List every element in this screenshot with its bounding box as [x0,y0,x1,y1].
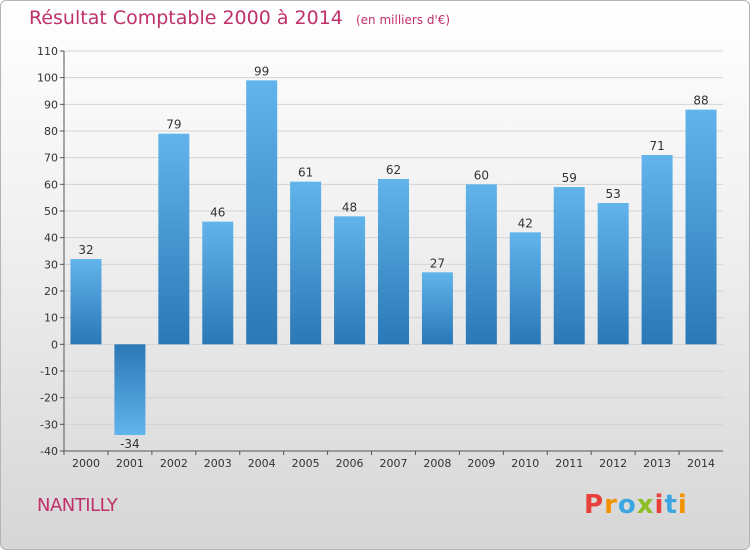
data-label: 53 [606,187,621,201]
data-label: 46 [210,206,225,220]
bar [685,109,717,345]
x-tick-label: 2006 [336,457,364,470]
y-tick-label: 90 [44,98,58,111]
y-tick-label: 100 [37,72,58,85]
x-tick-label: 2005 [292,457,320,470]
data-label: 60 [474,168,489,182]
y-tick-label: -20 [40,392,58,405]
y-tick-label: 60 [44,178,58,191]
y-tick-label: 10 [44,312,58,325]
y-tick-label: -40 [40,445,58,458]
x-tick-label: 2002 [160,457,188,470]
bar [334,216,366,345]
data-label: 99 [254,64,269,78]
data-label: 61 [298,166,313,180]
y-tick-label: 30 [44,258,58,271]
x-tick-label: 2001 [116,457,144,470]
bar [70,259,102,345]
x-tick-label: 2012 [599,457,627,470]
town-name: NANTILLY [37,495,118,516]
y-tick-label: 50 [44,205,58,218]
x-tick-label: 2004 [248,457,276,470]
chart-title-text: Résultat Comptable 2000 à 2014 [29,7,343,29]
y-tick-label: 20 [44,285,58,298]
x-tick-label: 2008 [423,457,451,470]
y-tick-label: 80 [44,125,58,138]
data-label: 59 [562,171,577,185]
logo-letter: o [617,490,637,520]
y-tick-label: 40 [44,232,58,245]
data-label: -34 [120,437,140,451]
bar [641,155,673,345]
logo-letter: r [604,490,618,520]
y-tick-label: 110 [37,45,58,58]
data-label: 79 [166,118,181,132]
bar [202,221,234,345]
logo-letter: x [636,490,655,520]
data-label: 62 [386,163,401,177]
x-tick-label: 2014 [687,457,715,470]
logo-letter: i [677,490,688,520]
data-label: 42 [518,216,533,230]
y-tick-label: -10 [40,365,58,378]
data-label: 48 [342,200,357,214]
bar [290,181,322,345]
logo-letter: i [654,490,665,520]
data-label: 27 [430,256,445,270]
x-tick-label: 2011 [555,457,583,470]
proxiti-logo: Proxiti [584,490,688,520]
logo-letter: P [584,490,605,520]
bar [465,184,497,345]
chart-title: Résultat Comptable 2000 à 2014 (en milli… [29,7,450,29]
bar [597,203,629,345]
data-label: 32 [78,243,93,257]
bar [246,80,278,345]
x-tick-label: 2003 [204,457,232,470]
y-tick-label: 70 [44,152,58,165]
x-tick-label: 2010 [511,457,539,470]
chart-unit: (en milliers d'€) [355,13,451,27]
bar [553,187,585,345]
y-tick-label: 0 [51,338,58,351]
bar [114,344,146,435]
bar [158,133,190,345]
x-tick-label: 2009 [467,457,495,470]
logo-letter: t [664,490,678,520]
y-tick-label: -30 [40,418,58,431]
x-tick-label: 2013 [643,457,671,470]
data-label: 71 [649,139,664,153]
x-tick-label: 2000 [72,457,100,470]
bar [509,232,541,345]
bar [421,272,453,345]
data-label: 88 [693,94,708,108]
x-tick-label: 2007 [380,457,408,470]
bar [378,179,409,345]
